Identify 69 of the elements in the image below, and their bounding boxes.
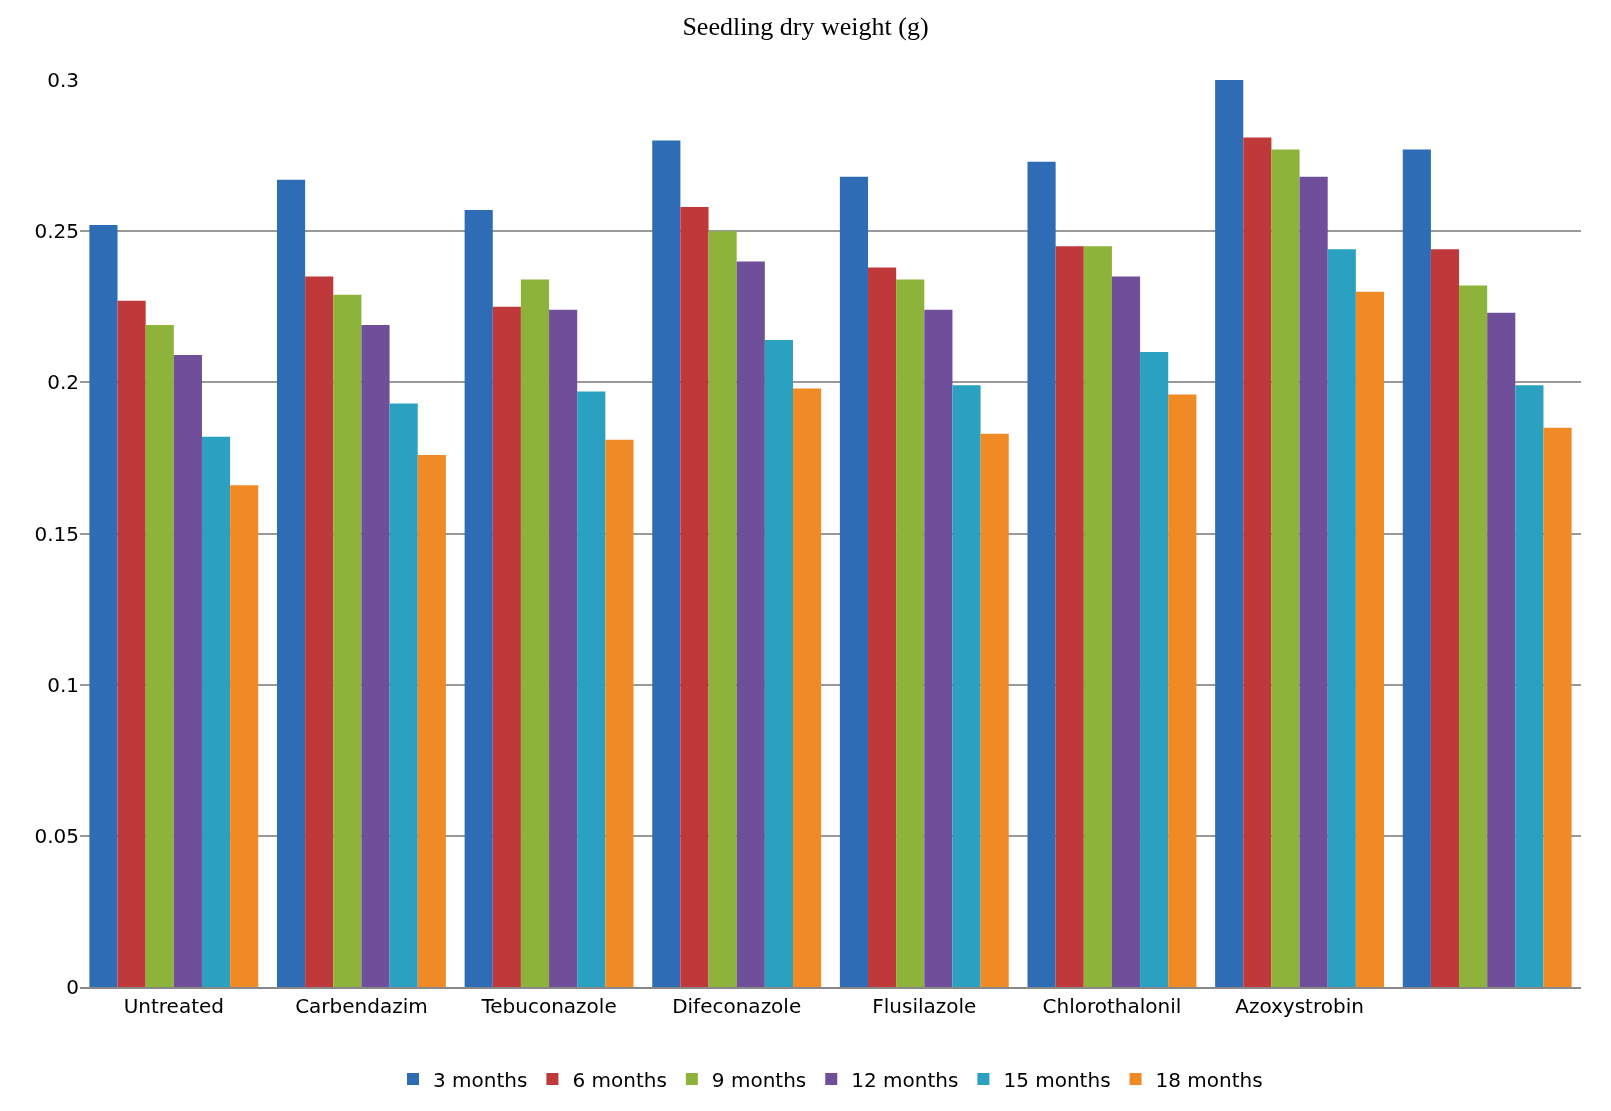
bar xyxy=(896,279,925,987)
bar xyxy=(605,439,634,987)
bar xyxy=(230,485,259,987)
bar xyxy=(520,279,550,987)
bar xyxy=(1430,249,1460,987)
bar xyxy=(1140,352,1169,987)
y-tick-label: 0.1 xyxy=(47,672,79,697)
bar xyxy=(1299,176,1328,987)
bar xyxy=(980,433,1009,987)
y-tick-label: 0.05 xyxy=(34,823,79,848)
bar xyxy=(1111,276,1141,987)
bar xyxy=(549,309,578,987)
x-tick-label: Azoxystrobin xyxy=(1235,994,1364,1018)
y-tick-label: 0 xyxy=(66,975,79,999)
x-tick-label: Flusilazole xyxy=(872,994,977,1018)
bar xyxy=(1027,161,1056,987)
bar xyxy=(680,206,709,987)
legend-label: 12 months xyxy=(851,1067,959,1092)
bar xyxy=(492,306,521,987)
bar xyxy=(117,300,146,987)
bar xyxy=(305,276,334,987)
bar xyxy=(792,388,822,987)
bar xyxy=(577,391,606,987)
legend-label: 3 months xyxy=(433,1067,528,1092)
x-tick-label: Untreated xyxy=(123,994,224,1018)
bar xyxy=(201,436,231,987)
bar xyxy=(1459,285,1488,987)
bar xyxy=(1215,80,1244,987)
bar xyxy=(868,267,897,987)
bar xyxy=(1083,246,1112,987)
bar xyxy=(464,210,493,987)
bar xyxy=(1402,149,1431,987)
x-tick-label: Chlorothalonil xyxy=(1042,994,1182,1018)
bar xyxy=(952,385,981,987)
bar xyxy=(1487,312,1516,987)
bar xyxy=(1243,137,1272,987)
bar xyxy=(1168,394,1197,987)
bar xyxy=(361,324,390,987)
bar xyxy=(417,454,446,987)
bar xyxy=(1327,249,1356,987)
bar xyxy=(1515,385,1544,987)
bar xyxy=(1543,427,1572,987)
bar xyxy=(145,324,174,987)
bar xyxy=(89,225,118,987)
bar xyxy=(389,403,418,987)
legend-label: 15 months xyxy=(1003,1067,1111,1092)
y-tick-label: 0.2 xyxy=(47,370,79,395)
bar xyxy=(736,261,765,987)
legend-label: 9 months xyxy=(711,1067,807,1092)
x-tick-label: Tebuconazole xyxy=(480,994,617,1018)
legend-label: 6 months xyxy=(572,1067,667,1092)
x-tick-label: Difeconazole xyxy=(672,994,802,1018)
bar xyxy=(839,176,869,987)
bar xyxy=(652,140,681,987)
bar xyxy=(708,231,737,987)
y-tick-label: 0.15 xyxy=(34,521,79,546)
y-tick-label: 0.25 xyxy=(34,219,79,244)
bar xyxy=(764,340,793,987)
y-tick-label: 0.3 xyxy=(47,68,79,92)
bar xyxy=(333,294,362,987)
bar xyxy=(173,355,202,987)
x-tick-label: Carbendazim xyxy=(295,994,428,1018)
bar xyxy=(1355,291,1384,987)
legend-label: 18 months xyxy=(1155,1067,1263,1092)
bar xyxy=(1271,149,1300,987)
bar xyxy=(277,179,306,987)
bar xyxy=(1055,246,1084,987)
bar xyxy=(924,309,953,987)
chart-title: Seedling dry weight (g) xyxy=(682,11,929,41)
